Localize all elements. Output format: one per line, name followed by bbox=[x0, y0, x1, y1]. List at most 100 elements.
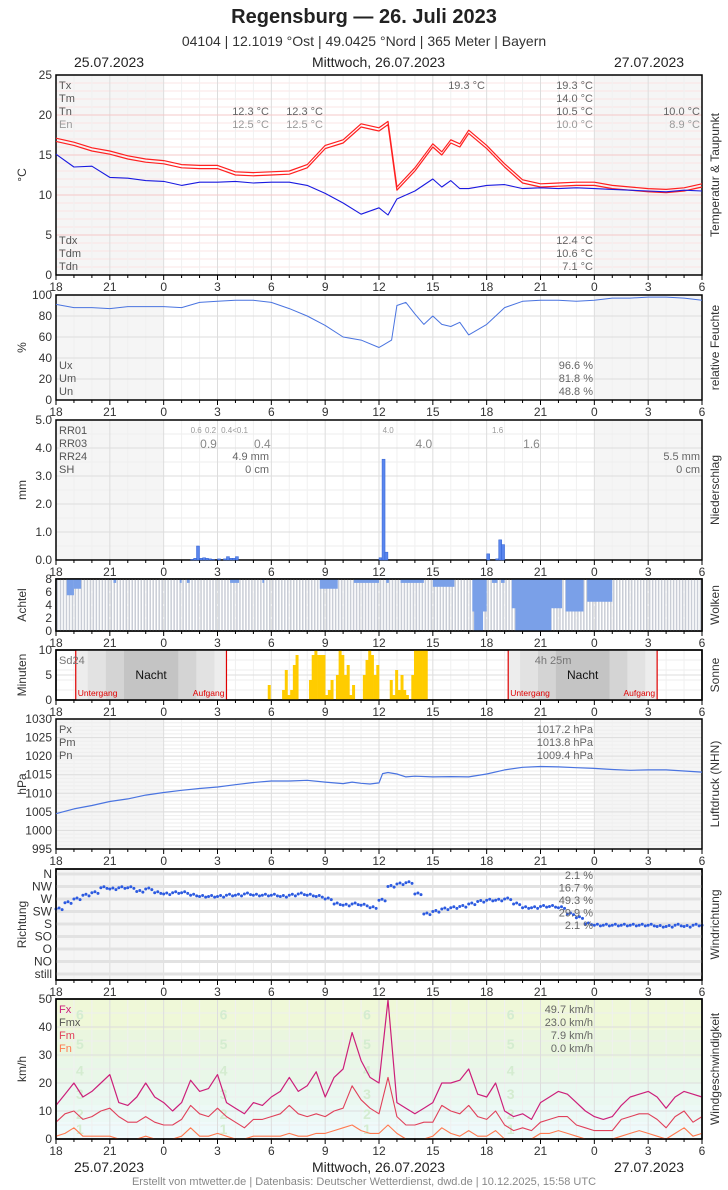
humidity-line bbox=[55, 296, 703, 348]
sunshine-bar bbox=[317, 655, 321, 700]
cloud-cover-bar bbox=[71, 579, 74, 631]
cloud-cover-bar bbox=[290, 579, 292, 631]
y-tick-label: 100 bbox=[32, 288, 52, 302]
wind-direction-point bbox=[479, 899, 483, 902]
y-tick-label: 20 bbox=[39, 1076, 53, 1090]
wind-direction-point bbox=[634, 924, 638, 928]
sunshine-bar bbox=[330, 680, 334, 700]
wind-direction-point bbox=[622, 922, 626, 926]
cloud-cover-bar bbox=[589, 579, 591, 631]
x-tick-label: 18 bbox=[480, 405, 494, 419]
sunshine-bar bbox=[411, 675, 415, 700]
sunshine-bar bbox=[365, 660, 369, 700]
cloud-cover-bar bbox=[62, 579, 65, 631]
cloud-cover-bar bbox=[307, 579, 310, 631]
cloud-cover-bar bbox=[598, 579, 600, 631]
cloud-cover-bar bbox=[194, 579, 196, 631]
cloud-cover-bar bbox=[212, 579, 214, 631]
cloud-cover-bar bbox=[454, 579, 457, 631]
precip-bar bbox=[202, 557, 206, 561]
y-axis-label: hPa bbox=[15, 773, 29, 795]
y-tick-label: 50 bbox=[39, 992, 53, 1006]
x-tick-label: 18 bbox=[49, 565, 63, 579]
cloud-cover-bar bbox=[140, 579, 142, 631]
sunshine-bar bbox=[419, 650, 423, 700]
cloud-cover-bar bbox=[639, 579, 642, 631]
x-tick-label: 21 bbox=[103, 280, 117, 294]
rr01-label: 4.0 bbox=[383, 426, 395, 435]
cloud-cover-bar bbox=[412, 579, 415, 631]
cloud-cover-bar bbox=[657, 579, 660, 631]
cloud-cover-bar bbox=[242, 579, 244, 631]
cloud-cover-bar bbox=[152, 579, 154, 631]
wind-direction-point bbox=[431, 910, 435, 913]
fx-line bbox=[55, 999, 703, 1121]
cloud-cover-bar bbox=[400, 579, 403, 631]
y-tick-label: 10 bbox=[39, 643, 53, 657]
cloud-cover-bar bbox=[298, 579, 301, 631]
cloud-cover-bar bbox=[370, 579, 373, 631]
sunshine-bar bbox=[282, 690, 286, 700]
wind-direction-point bbox=[165, 891, 169, 895]
x-tick-label: 3 bbox=[645, 280, 652, 294]
x-tick-label: 21 bbox=[534, 985, 548, 999]
page-title: Regensburg — 26. Juli 2023 bbox=[231, 6, 497, 28]
x-tick-label: 12 bbox=[372, 280, 386, 294]
x-tick-label: 18 bbox=[49, 985, 63, 999]
cloud-cover-bar bbox=[493, 579, 495, 631]
x-tick-label: 3 bbox=[645, 1144, 652, 1158]
wind-direction-point bbox=[652, 924, 656, 928]
x-tick-label: 6 bbox=[699, 985, 706, 999]
direction-share: 29.9 % bbox=[559, 908, 593, 920]
wind-direction-point bbox=[275, 894, 279, 898]
panel-wind-direction: 18 21 0 3 6 9 12 15 18 21 0 3 6 Richtung Windrichtung s… bbox=[15, 867, 722, 999]
en-next-value: 8.9 °C bbox=[669, 119, 700, 131]
plot-frame bbox=[55, 868, 703, 981]
wind-direction-point bbox=[257, 894, 261, 898]
precip-bar bbox=[223, 558, 227, 561]
cloud-cover-bar bbox=[122, 579, 125, 631]
clear-sky-area bbox=[186, 579, 190, 583]
en-value: 10.0 °C bbox=[556, 119, 593, 131]
humidity-legend: Ux bbox=[59, 360, 73, 372]
wind-direction-point bbox=[350, 902, 354, 906]
tn-prev-value: 12.3 °C bbox=[232, 106, 269, 118]
x-tick-label: 3 bbox=[645, 985, 652, 999]
clear-sky-area bbox=[565, 579, 584, 612]
wind-direction-point bbox=[574, 916, 578, 920]
x-tick-label: 3 bbox=[214, 1144, 221, 1158]
wind-direction-point bbox=[449, 906, 453, 910]
sunshine-bar bbox=[368, 650, 372, 700]
cloud-cover-bar bbox=[239, 579, 241, 631]
panel-title: Luftdruck (NHN) bbox=[708, 741, 722, 828]
x-tick-label: 0 bbox=[591, 985, 598, 999]
cloud-cover-bar bbox=[272, 579, 274, 631]
wind-direction-point bbox=[233, 893, 237, 897]
wind-direction-point bbox=[302, 893, 306, 897]
sd24-value: 4h 25m bbox=[535, 655, 572, 667]
cloud-cover-bar bbox=[113, 579, 116, 631]
cloud-cover-bar bbox=[654, 579, 657, 631]
date-bar-bottom: 25.07.2023 Mittwoch, 26.07.2023 27.07.20… bbox=[0, 1159, 728, 1177]
cloud-cover-bar bbox=[59, 579, 62, 631]
x-tick-label: 18 bbox=[49, 854, 63, 868]
sunshine-bar bbox=[295, 655, 299, 700]
y-tick-label: 10 bbox=[39, 188, 53, 202]
date-center: Mittwoch, 26.07.2023 bbox=[312, 54, 446, 70]
sunshine-bar bbox=[309, 680, 313, 700]
wind-direction-point bbox=[347, 904, 351, 908]
wind-direction-point bbox=[93, 890, 97, 894]
direction-share: 16.7 % bbox=[559, 883, 593, 895]
y-tick-label: 1030 bbox=[25, 712, 52, 726]
tm-value: 14.0 °C bbox=[556, 93, 593, 105]
cloud-cover-bar bbox=[645, 579, 648, 631]
wind-direction-point bbox=[335, 901, 339, 905]
cloud-cover-bar bbox=[678, 579, 681, 631]
wind-direction-point bbox=[559, 905, 563, 909]
wind-direction-point bbox=[697, 924, 701, 928]
y-tick-label: 995 bbox=[32, 842, 52, 856]
wind-direction-point bbox=[147, 886, 151, 890]
y-axis-label: Richtung bbox=[15, 901, 29, 948]
panel-title: Temperatur & Taupunkt bbox=[708, 112, 722, 237]
cloud-cover-bar bbox=[448, 579, 451, 631]
